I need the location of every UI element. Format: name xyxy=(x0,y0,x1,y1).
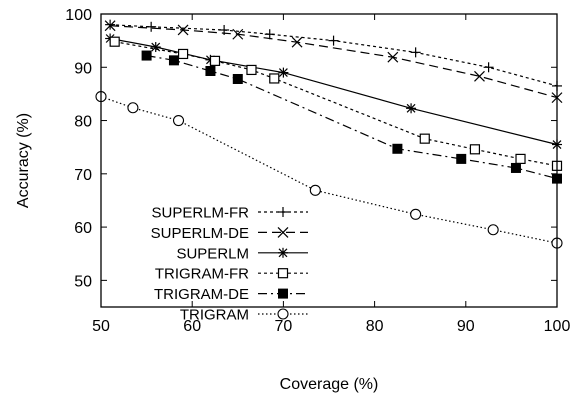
y-tick-label: 60 xyxy=(74,220,92,237)
data-point xyxy=(309,184,321,196)
series-trigram xyxy=(95,91,563,249)
data-point xyxy=(232,73,243,84)
series-layer xyxy=(95,19,563,249)
legend-entry-superlm: SUPERLM xyxy=(176,245,308,262)
x-tick-label: 70 xyxy=(275,318,293,335)
series-line xyxy=(110,24,558,87)
data-point xyxy=(278,67,289,78)
data-point xyxy=(269,73,280,84)
legend-marker xyxy=(278,207,288,217)
data-point xyxy=(469,144,481,155)
x-axis-title: Coverage (%) xyxy=(280,376,379,393)
data-point xyxy=(474,70,485,82)
data-point xyxy=(328,35,339,46)
data-point xyxy=(291,36,303,48)
data-point xyxy=(205,66,216,77)
data-point xyxy=(392,143,403,154)
y-tick-label: 80 xyxy=(74,114,92,131)
data-point xyxy=(510,162,521,173)
plot-frame xyxy=(100,13,558,308)
x-tick-label: 100 xyxy=(544,318,571,335)
data-point xyxy=(177,24,189,36)
data-point xyxy=(168,55,179,66)
y-tick-label: 100 xyxy=(65,7,92,24)
legend-label: TRIGRAM xyxy=(180,307,249,324)
x-tick-label: 50 xyxy=(92,318,110,335)
legend-entry-superlm-de: SUPERLM-DE xyxy=(151,225,308,242)
data-point xyxy=(104,20,116,32)
legend-label: SUPERLM-FR xyxy=(151,205,249,222)
legend-entry-superlm-fr: SUPERLM-FR xyxy=(151,205,308,222)
y-tick-label: 90 xyxy=(74,60,92,77)
data-point xyxy=(410,208,422,220)
data-point xyxy=(487,224,499,236)
data-point xyxy=(387,51,399,63)
data-point xyxy=(406,103,417,114)
data-point xyxy=(483,62,494,73)
legend-label: SUPERLM xyxy=(176,245,249,262)
series-line xyxy=(109,37,558,146)
legend-marker xyxy=(277,226,289,238)
series-trigram-de xyxy=(141,50,562,184)
data-point xyxy=(141,50,152,61)
data-point xyxy=(109,36,120,47)
data-point xyxy=(410,47,421,58)
data-point xyxy=(232,28,244,40)
data-point xyxy=(146,21,157,32)
series-line xyxy=(114,41,558,167)
legend-entry-trigram-fr: TRIGRAM-FR xyxy=(155,266,308,283)
data-point xyxy=(172,114,185,127)
x-tick-label: 80 xyxy=(366,318,384,335)
data-point xyxy=(264,29,275,40)
legend-label: TRIGRAM-FR xyxy=(155,266,249,283)
data-point xyxy=(515,153,526,165)
legend-marker xyxy=(277,308,289,320)
data-point xyxy=(105,19,116,30)
y-axis-title: Accuracy (%) xyxy=(15,113,32,208)
legend-marker xyxy=(278,247,288,258)
data-point xyxy=(456,153,467,164)
legend-entry-trigram: TRIGRAM xyxy=(180,307,308,324)
data-point xyxy=(419,133,430,144)
legend-marker xyxy=(278,288,288,299)
tick-layer: 50 60 70 80 90 100 50 60 70 80 90 100 xyxy=(65,7,570,335)
data-point xyxy=(246,64,257,76)
data-point xyxy=(209,55,221,66)
legend-label: TRIGRAM-DE xyxy=(154,286,249,303)
series-superlm-fr xyxy=(105,19,562,91)
legend: SUPERLM-FR SUPERLM-DE SUPERLM TRIGRAM-FR TRI… xyxy=(151,205,308,324)
y-tick-label: 70 xyxy=(74,167,92,184)
legend-marker xyxy=(277,268,289,279)
x-tick-label: 60 xyxy=(183,318,201,335)
series-superlm xyxy=(105,33,562,150)
data-point xyxy=(150,42,161,53)
legend-entry-trigram-de: TRIGRAM-DE xyxy=(154,286,308,303)
data-point xyxy=(177,48,189,60)
legend-label: SUPERLM-DE xyxy=(151,225,249,242)
data-point xyxy=(127,102,139,114)
y-tick-label: 50 xyxy=(74,273,92,290)
x-tick-label: 90 xyxy=(457,318,475,335)
